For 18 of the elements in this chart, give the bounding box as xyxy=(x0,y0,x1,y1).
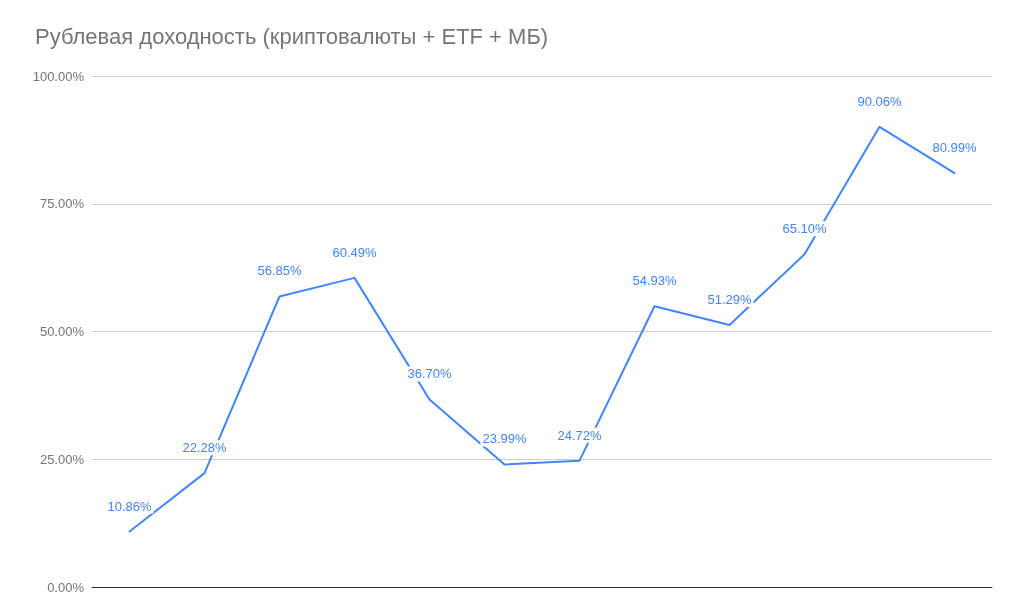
y-tick-label: 25.00% xyxy=(39,451,85,467)
data-label: 10.86% xyxy=(107,498,152,514)
data-label: 60.49% xyxy=(332,244,377,260)
y-tick-label: 75.00% xyxy=(39,196,85,212)
data-label: 51.29% xyxy=(707,291,752,307)
data-label: 23.99% xyxy=(482,431,527,447)
data-label: 90.06% xyxy=(857,93,902,109)
data-label: 80.99% xyxy=(932,140,977,156)
data-label: 56.85% xyxy=(257,263,302,279)
data-label: 36.70% xyxy=(407,366,452,382)
chart-title: Рублевая доходность (криптовалюты + ETF + МБ) xyxy=(35,23,549,49)
data-label: 24.72% xyxy=(557,427,602,443)
y-tick-label: 0.00% xyxy=(47,579,85,595)
data-label: 54.93% xyxy=(632,273,677,289)
y-tick-label: 100.00% xyxy=(32,68,85,84)
data-label: 65.10% xyxy=(782,221,827,237)
y-tick-label: 50.00% xyxy=(39,324,85,339)
data-label: 22.28% xyxy=(182,440,227,456)
